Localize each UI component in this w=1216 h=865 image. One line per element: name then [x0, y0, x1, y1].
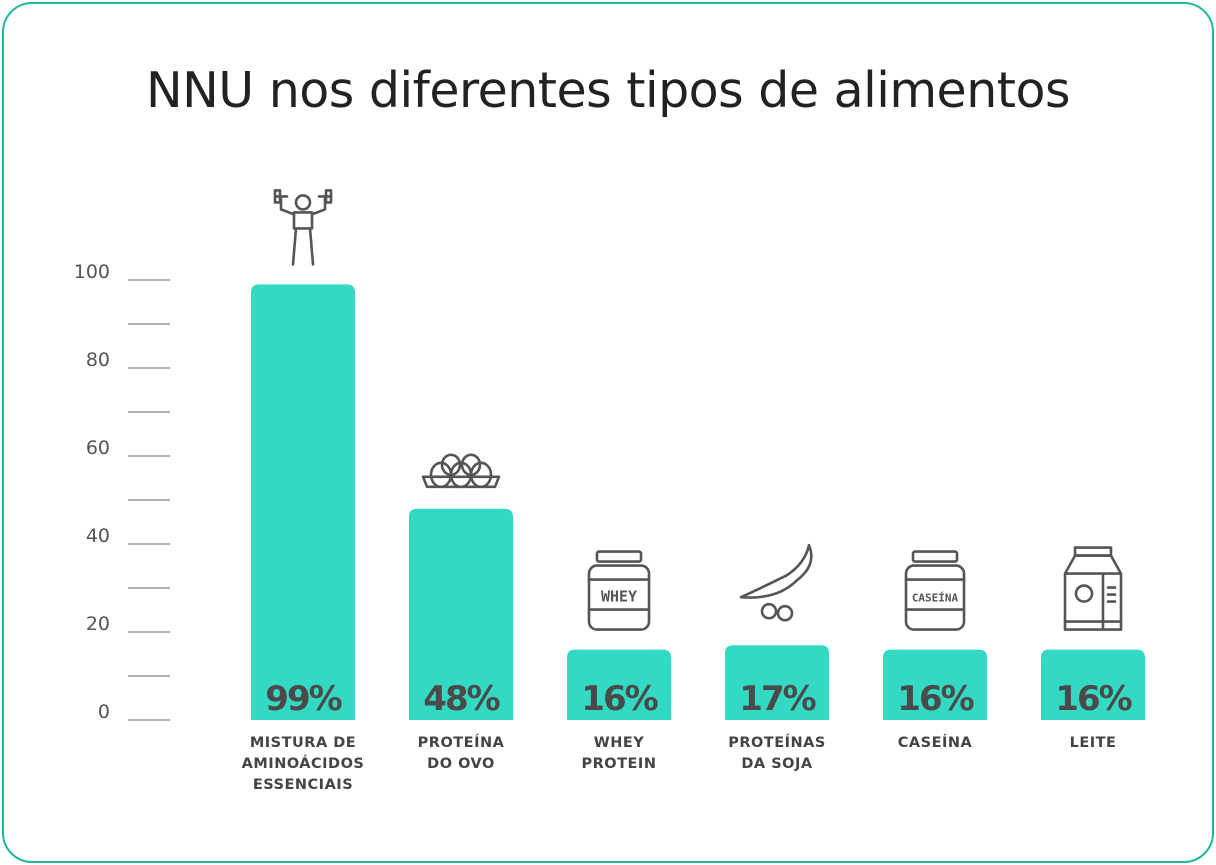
x-category-label: WHEY — [594, 735, 645, 751]
icon-label: CASEÍNA — [912, 592, 959, 605]
x-category-label: PROTEÍNAS — [728, 734, 826, 751]
y-tick-label: 20 — [86, 613, 110, 635]
bar-value-label: 99% — [265, 679, 341, 719]
y-tick-label: 40 — [86, 525, 110, 547]
bar-value-label: 16% — [581, 679, 657, 719]
x-category-label: DA SOJA — [741, 756, 812, 772]
bar — [409, 508, 513, 720]
bar-value-label: 16% — [1055, 679, 1131, 719]
y-tick-label: 60 — [86, 437, 110, 459]
bar — [251, 284, 355, 720]
x-category-label: AMINOÁCIDOS — [242, 755, 365, 772]
bar — [567, 649, 671, 720]
x-category-label: MISTURA DE — [250, 735, 356, 751]
x-category-label: LEITE — [1070, 735, 1117, 751]
x-category-label: PROTEÍNA — [418, 734, 505, 751]
bar-value-label: 48% — [423, 679, 499, 719]
weightlifter-icon — [273, 189, 333, 266]
y-tick-label: 100 — [74, 261, 110, 283]
x-category-label: ESSENCIAIS — [253, 777, 353, 793]
bar — [1041, 649, 1145, 720]
whey-jar-icon — [587, 550, 651, 631]
soybean-pod-icon — [739, 543, 813, 622]
y-tick-label: 80 — [86, 349, 110, 371]
chart-title: NNU nos diferentes tipos de alimentos — [146, 62, 1070, 119]
x-category-label: PROTEIN — [582, 756, 657, 772]
icon-label: WHEY — [601, 588, 637, 606]
x-category-label: CASEÍNA — [898, 734, 973, 751]
bar — [883, 649, 987, 720]
bar-value-label: 16% — [897, 679, 973, 719]
x-category-label: DO OVO — [427, 756, 495, 772]
bar — [725, 645, 829, 720]
y-tick-label: 0 — [98, 701, 110, 723]
bar-value-label: 17% — [739, 679, 815, 719]
egg-carton-icon — [421, 453, 501, 489]
milk-carton-icon — [1063, 546, 1123, 631]
casein-jar-icon — [904, 550, 966, 631]
